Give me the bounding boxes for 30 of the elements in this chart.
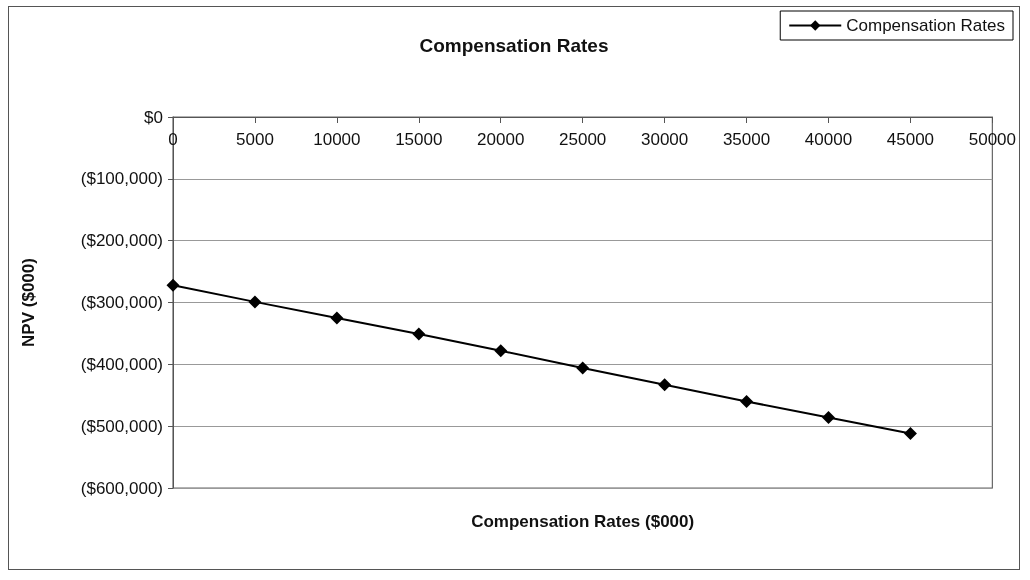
- point: [740, 394, 754, 408]
- y-tick-label: ($500,000): [80, 416, 163, 436]
- y-tick-label: ($300,000): [80, 293, 163, 312]
- x-tick-label: 20000: [477, 130, 525, 149]
- point: [248, 295, 262, 309]
- x-tick-label: 10000: [313, 130, 361, 149]
- point: [494, 344, 508, 358]
- legend-label: Compensation Rates: [846, 16, 1006, 35]
- x-tick-label: 35000: [722, 130, 771, 149]
- point: [330, 311, 344, 325]
- point: [658, 378, 672, 392]
- x-tick-label: 5000: [236, 130, 274, 149]
- point: [576, 361, 590, 375]
- chart-title: Compensation Rates: [419, 35, 609, 56]
- y-tick-label: ($100,000): [80, 169, 163, 189]
- point: [166, 278, 180, 292]
- y-tick-label: ($200,000): [80, 231, 163, 251]
- y-tick-label: ($400,000): [80, 354, 163, 374]
- x-tick-label: 30000: [640, 130, 689, 149]
- y-tick-label: ($600,000): [80, 478, 163, 498]
- x-tick-label: 40000: [804, 130, 853, 149]
- x-tick-label: 15000: [395, 130, 443, 149]
- x-tick-label: 45000: [886, 130, 935, 149]
- y-tick-label: $0: [144, 107, 163, 127]
- x-axis-title: Compensation Rates ($000): [471, 512, 695, 531]
- y-axis-title: NPV ($000): [19, 258, 38, 347]
- point: [821, 411, 835, 425]
- x-tick-label: 25000: [559, 130, 607, 149]
- point: [412, 327, 426, 341]
- point: [903, 427, 917, 441]
